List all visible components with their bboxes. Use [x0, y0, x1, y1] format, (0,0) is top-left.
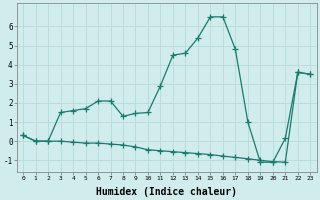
X-axis label: Humidex (Indice chaleur): Humidex (Indice chaleur) [96, 186, 237, 197]
